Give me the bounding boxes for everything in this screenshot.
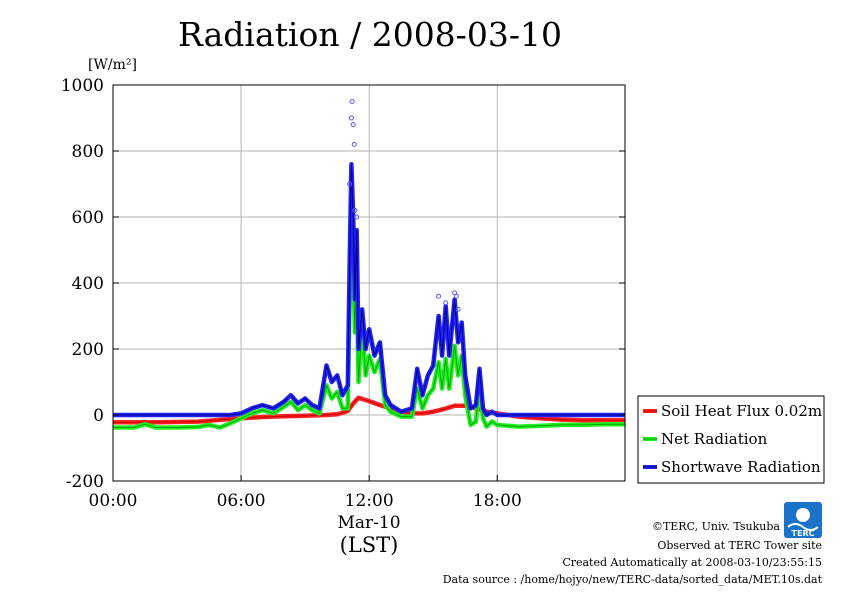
shortwave-sample-point <box>348 115 354 121</box>
x-date-label: Mar-10 <box>337 513 400 533</box>
shortwave-sample-point <box>436 293 442 299</box>
legend-items: Soil Heat Flux 0.02m Net Radiation Shortwa… <box>643 402 822 476</box>
y-tick-label: 600 <box>72 208 104 228</box>
x-axis-label: (LST) <box>340 533 399 557</box>
x-tick-label: 12:00 <box>345 491 394 511</box>
shortwave-sample-point <box>455 306 461 312</box>
x-tick-label: 18:00 <box>473 491 522 511</box>
shortwave-sample-point <box>443 300 449 306</box>
logo-wave-icon <box>787 523 819 531</box>
shortwave-sample-points <box>347 99 461 312</box>
logo-text: TERC <box>792 529 815 538</box>
legend-label-shortwave: Shortwave Radiation <box>661 458 821 476</box>
y-tick-label: 1000 <box>61 76 104 96</box>
credit-observed: Observed at TERC Tower site <box>657 539 822 552</box>
y-ticks: 1000 800 600 400 200 0 -200 <box>61 76 625 492</box>
shortwave-sample-point <box>349 99 355 104</box>
series-shortwave-line <box>113 163 625 416</box>
credit-created: Created Automatically at 2008-03-10/23:5… <box>562 556 822 569</box>
credit-source: Data source : /home/hojyo/new/TERC-data/… <box>443 573 823 586</box>
legend-label-soil: Soil Heat Flux 0.02m <box>661 402 822 420</box>
shortwave-sample-point <box>347 181 353 187</box>
shortwave-sample-point <box>453 293 459 299</box>
legend-box <box>637 395 825 484</box>
shortwave-sample-point <box>351 141 357 147</box>
legend-label-net: Net Radiation <box>661 430 768 448</box>
series-layer <box>113 161 625 430</box>
y-tick-label: 400 <box>72 274 104 294</box>
y-tick-label: -200 <box>66 472 104 492</box>
shortwave-sample-point <box>352 207 358 213</box>
y-tick-label: 800 <box>72 142 104 162</box>
x-ticks: 00:00 06:00 12:00 18:00 <box>89 475 522 511</box>
credit-copyright: ©TERC, Univ. Tsukuba <box>652 520 780 533</box>
legend: Soil Heat Flux 0.02m Net Radiation Shortwa… <box>637 395 825 484</box>
shortwave-sample-point <box>354 214 360 220</box>
logo-drop-icon <box>796 508 810 522</box>
y-unit-label: [W/m²] <box>88 57 137 73</box>
y-tick-label: 200 <box>72 340 104 360</box>
shortwave-sample-point <box>350 122 356 128</box>
y-tick-label: 0 <box>93 406 104 426</box>
chart-title: Radiation / 2008-03-10 <box>178 15 562 54</box>
terc-logo: TERC <box>784 502 822 538</box>
x-tick-label: 00:00 <box>89 491 138 511</box>
x-tick-label: 06:00 <box>217 491 266 511</box>
